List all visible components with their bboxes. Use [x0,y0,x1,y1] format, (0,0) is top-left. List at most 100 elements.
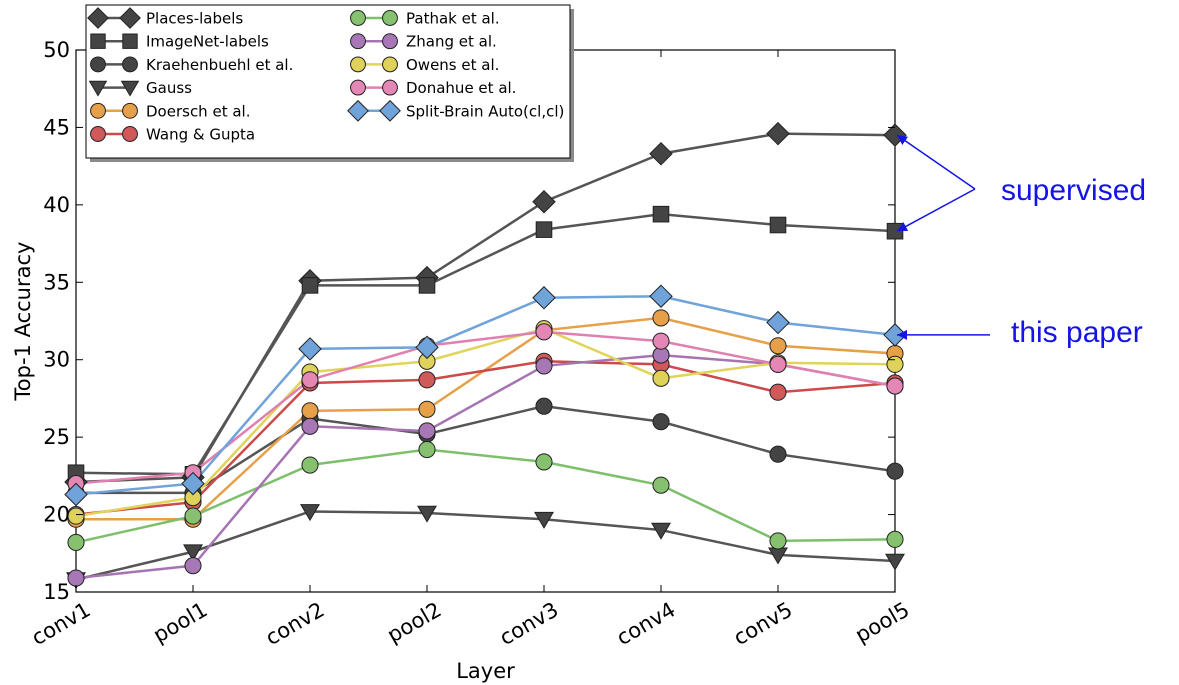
point-donahue-et-al-conv2 [301,371,319,389]
point-kraehenbuehl-et-al-pool5 [886,462,904,480]
point-split-brain-auto-cl-cl-pool1 [181,471,205,496]
legend-marker-pathak-et-al-b [382,10,398,26]
series-markers [64,121,907,590]
point-kraehenbuehl-et-al-conv5 [769,445,787,463]
point-donahue-et-al-conv5 [769,355,787,373]
point-pathak-et-al-conv2 [301,456,319,474]
legend-label-kraehenbuehl-et-al: Kraehenbuehl et al. [146,56,293,74]
x-tick-label-conv1: conv1 [28,598,95,651]
legend-marker-owens-et-al-b [382,56,398,73]
x-tick-label-pool5: pool5 [851,598,913,648]
point-zhang-et-al-pool2 [418,422,436,440]
point-donahue-et-al-conv4 [652,332,670,350]
point-zhang-et-al-conv2 [301,417,319,435]
legend-label-owens-et-al: Owens et al. [406,56,499,74]
point-doersch-et-al-conv4 [652,309,670,327]
legend-marker-imagenet-labels-a [90,33,106,49]
x-tick-label-conv3: conv3 [496,598,563,651]
y-tick-label-35: 35 [43,270,70,294]
legend-label-gauss: Gauss [146,79,192,97]
point-split-brain-auto-cl-cl-conv1 [64,482,88,507]
legend-marker-places-labels-a [87,7,109,29]
y-axis-label: Top-1 Accuracy [11,242,35,402]
annotation-arrow-supervised-imagenet [896,188,976,232]
point-split-brain-auto-cl-cl-pool2 [415,335,439,360]
x-tick-label-pool2: pool2 [383,598,445,648]
point-gauss-pool1 [183,544,203,562]
legend-marker-donahue-et-al-b [382,79,398,96]
x-tick-label-pool1: pool1 [149,598,211,648]
y-tick-label-50: 50 [43,38,70,62]
legend-marker-gauss-b [120,80,140,97]
y-tick-label-30: 30 [43,348,70,372]
legend-label-pathak-et-al: Pathak et al. [406,10,500,28]
point-gauss-pool5 [885,553,905,571]
point-split-brain-auto-cl-cl-conv4 [649,284,673,308]
legend-label-doersch-et-al: Doersch et al. [146,102,250,120]
legend-marker-owens-et-al-a [350,56,366,73]
point-wang-gupta-conv5 [769,383,787,401]
point-imagenet-labels-conv5 [769,216,787,234]
point-owens-et-al-pool5 [886,355,904,373]
legend-label-donahue-et-al: Donahue et al. [406,79,516,97]
y-tick-label-40: 40 [43,193,70,217]
series-line-owens-et-al [75,327,896,518]
legend-label-wang-gupta: Wang & Gupta [146,126,255,144]
x-tick-label-conv4: conv4 [613,598,680,651]
legend-label-places-labels: Places-labels [146,10,243,28]
series-lines [75,132,896,581]
series-line-kraehenbuehl-et-al [76,404,896,495]
point-split-brain-auto-cl-cl-conv5 [766,310,790,335]
point-doersch-et-al-conv2 [301,402,319,420]
point-pathak-et-al-pool2 [418,440,436,459]
x-tick-label-conv2: conv2 [262,598,329,651]
point-places-labels-conv4 [649,141,673,166]
x-tick-label-conv5: conv5 [730,598,797,651]
legend-marker-kraehenbuehl-et-al-b [122,56,138,73]
series-line-split-brain-auto-cl-cl [75,294,896,496]
legend-marker-doersch-et-al-a [90,102,106,119]
point-owens-et-al-conv4 [652,369,670,387]
legend-marker-pathak-et-al-a [350,10,366,26]
annotation-this-paper: this paper [1011,316,1143,349]
point-wang-gupta-pool2 [418,371,436,389]
point-gauss-conv3 [534,511,554,529]
point-gauss-pool2 [417,505,437,523]
legend-box [85,4,571,159]
legend-label-split-brain-auto-cl-cl: Split-Brain Auto(cl,cl) [406,102,564,120]
x-axis-label: Layer [456,659,515,683]
point-imagenet-labels-pool2 [418,277,436,294]
legend-marker-places-labels-b [119,7,141,29]
point-places-labels-conv5 [766,121,790,146]
point-pathak-et-al-conv4 [652,476,670,494]
point-owens-et-al-conv1 [67,507,85,525]
point-split-brain-auto-cl-cl-conv3 [532,286,556,310]
legend-marker-imagenet-labels-b [122,33,138,49]
series-line-donahue-et-al [75,330,896,485]
point-imagenet-labels-conv3 [535,221,553,238]
legend: Places-labels ImageNet-labels Kraehenbuehl… [85,4,574,162]
series-line-zhang-et-al [75,353,896,580]
point-donahue-et-al-conv3 [535,323,553,341]
point-kraehenbuehl-et-al-conv3 [535,397,553,415]
annotation-arrow-supervised-places [896,134,976,190]
point-zhang-et-al-conv3 [535,357,553,375]
point-places-labels-pool5 [883,123,907,147]
legend-marker-split-brain-auto-cl-cl-a [347,99,369,122]
legend-marker-wang-gupta-a [90,126,106,142]
point-places-labels-conv3 [532,190,556,214]
legend-marker-kraehenbuehl-et-al-a [90,56,106,73]
point-kraehenbuehl-et-al-conv4 [652,413,670,431]
point-pathak-et-al-pool5 [886,530,904,548]
point-imagenet-labels-conv4 [652,205,670,223]
legend-marker-gauss-a [88,80,108,97]
point-pathak-et-al-conv1 [67,533,85,552]
legend-marker-split-brain-auto-cl-cl-b [379,99,401,122]
series-line-imagenet-labels [75,212,896,476]
legend-marker-donahue-et-al-a [350,79,366,96]
point-doersch-et-al-conv5 [769,337,787,355]
legend-marker-zhang-et-al-b [382,33,398,50]
annotations: supervised this paper [896,134,1146,349]
point-gauss-conv4 [651,522,671,540]
series-line-gauss [75,510,896,581]
